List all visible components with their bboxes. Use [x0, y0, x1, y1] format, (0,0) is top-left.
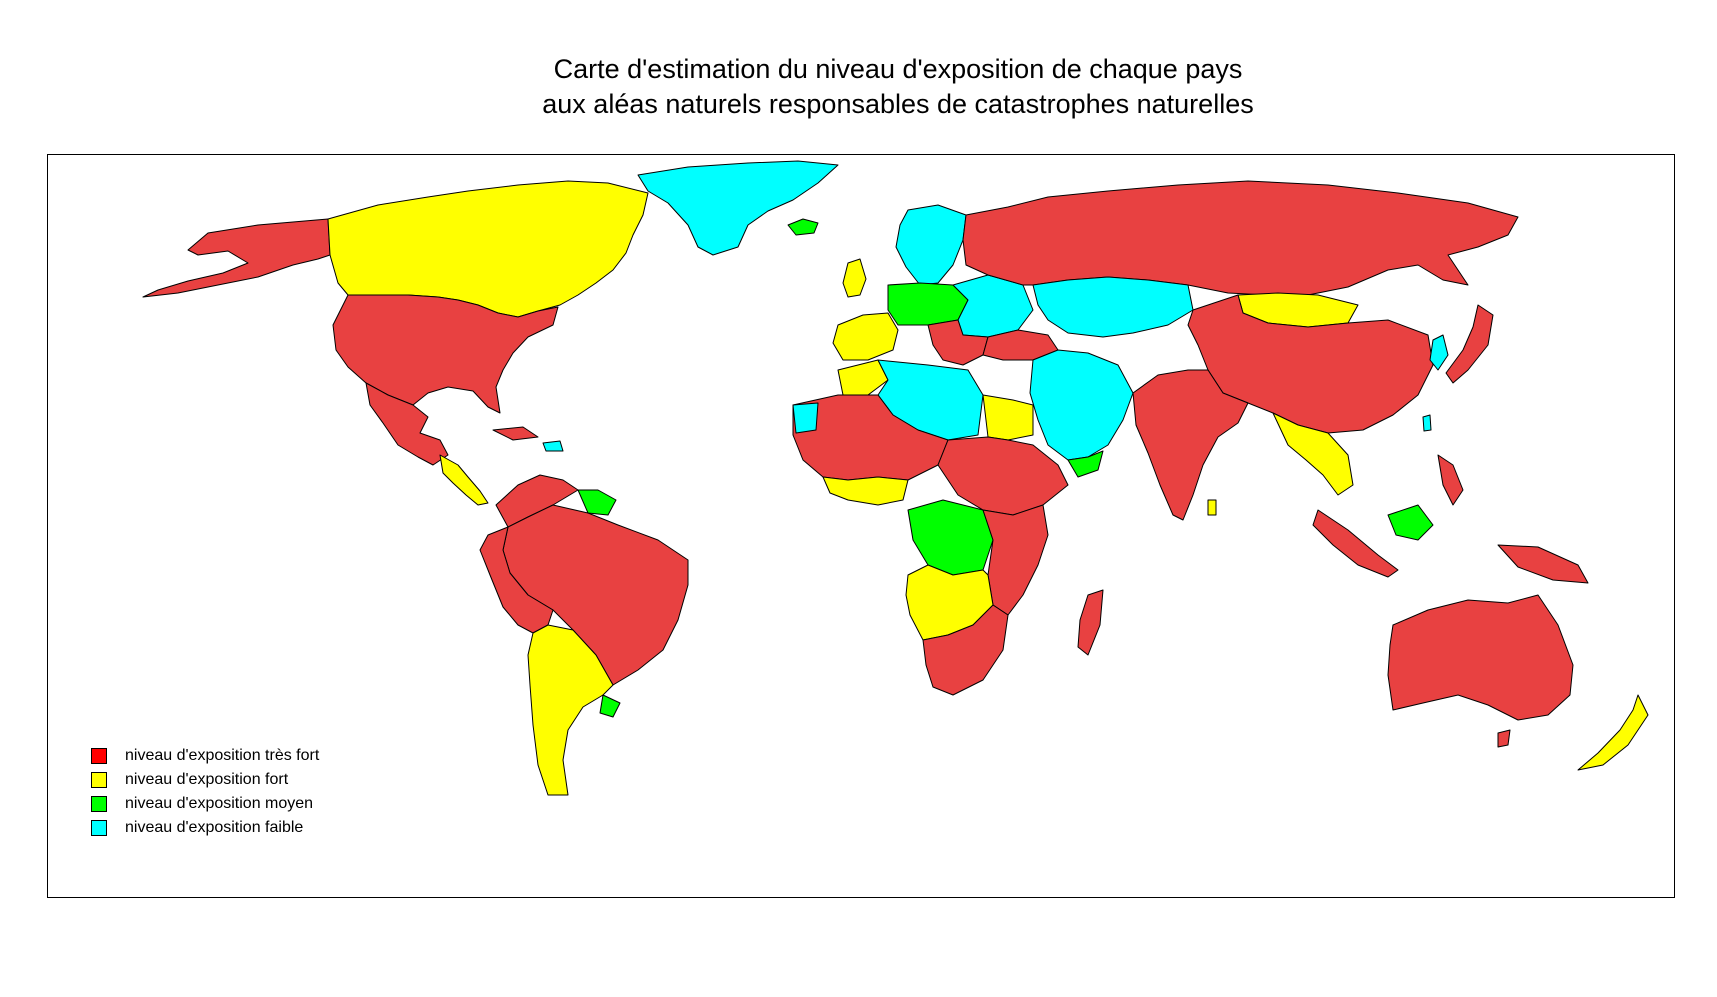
region-philippines	[1437, 454, 1464, 506]
region-alaska	[142, 218, 331, 298]
map-frame	[47, 154, 1675, 898]
region-greenland	[637, 160, 839, 256]
legend-swatch-fort	[91, 772, 107, 788]
region-iceland	[787, 218, 819, 236]
region-central-asia	[1032, 276, 1194, 338]
title-line-2: aux aléas naturels responsables de catas…	[542, 89, 1254, 119]
region-sri-lanka	[1207, 499, 1217, 516]
legend-item-tres-fort: niveau d'exposition très fort	[91, 744, 319, 768]
region-congo	[907, 499, 994, 576]
legend-swatch-moyen	[91, 796, 107, 812]
region-southern-africa	[922, 604, 1009, 696]
region-yemen	[1067, 450, 1104, 478]
legend-swatch-faible	[91, 820, 107, 836]
region-sudan-ethiopia	[937, 436, 1069, 516]
region-central-europe	[887, 282, 969, 326]
world-map	[142, 160, 1649, 796]
region-middle-east	[1029, 349, 1134, 461]
region-guyanas	[577, 489, 617, 516]
region-southeast-asia	[1272, 412, 1354, 496]
region-west-africa	[792, 394, 949, 481]
region-tasmania	[1497, 729, 1511, 748]
legend-label-faible: niveau d'exposition faible	[125, 819, 304, 836]
region-korea	[1429, 334, 1449, 371]
region-new-guinea	[1497, 544, 1589, 584]
region-scandinavia	[895, 204, 967, 286]
map-legend: niveau d'exposition très fort niveau d'e…	[91, 744, 319, 840]
region-egypt	[982, 394, 1034, 441]
region-western-europe	[832, 312, 899, 361]
region-mauritania	[792, 402, 819, 434]
map-title: Carte d'estimation du niveau d'expositio…	[0, 52, 1717, 122]
region-japan	[1445, 304, 1494, 384]
legend-label-fort: niveau d'exposition fort	[125, 771, 289, 788]
region-hispaniola	[542, 440, 564, 452]
region-argentina	[527, 624, 614, 796]
region-uruguay	[599, 694, 621, 718]
region-borneo	[1387, 504, 1434, 541]
region-mexico	[365, 382, 449, 466]
region-caribbean	[492, 426, 539, 441]
region-australia	[1387, 594, 1574, 721]
legend-item-faible: niveau d'exposition faible	[91, 816, 319, 840]
region-taiwan	[1422, 414, 1432, 432]
region-central-america	[439, 454, 489, 506]
region-morocco	[837, 359, 889, 396]
legend-label-moyen: niveau d'exposition moyen	[125, 795, 314, 812]
region-russia	[962, 180, 1519, 296]
region-india	[1132, 369, 1249, 521]
region-new-zealand	[1577, 694, 1649, 771]
region-east-africa	[982, 504, 1049, 616]
region-gulf-of-guinea	[822, 476, 909, 506]
region-madagascar	[1077, 589, 1104, 656]
legend-swatch-tres-fort	[91, 748, 107, 764]
legend-item-moyen: niveau d'exposition moyen	[91, 792, 319, 816]
legend-item-fort: niveau d'exposition fort	[91, 768, 319, 792]
legend-label-tres-fort: niveau d'exposition très fort	[125, 747, 320, 764]
region-uk	[842, 258, 867, 298]
title-line-1: Carte d'estimation du niveau d'expositio…	[553, 54, 1243, 84]
region-indonesia	[1312, 509, 1399, 578]
